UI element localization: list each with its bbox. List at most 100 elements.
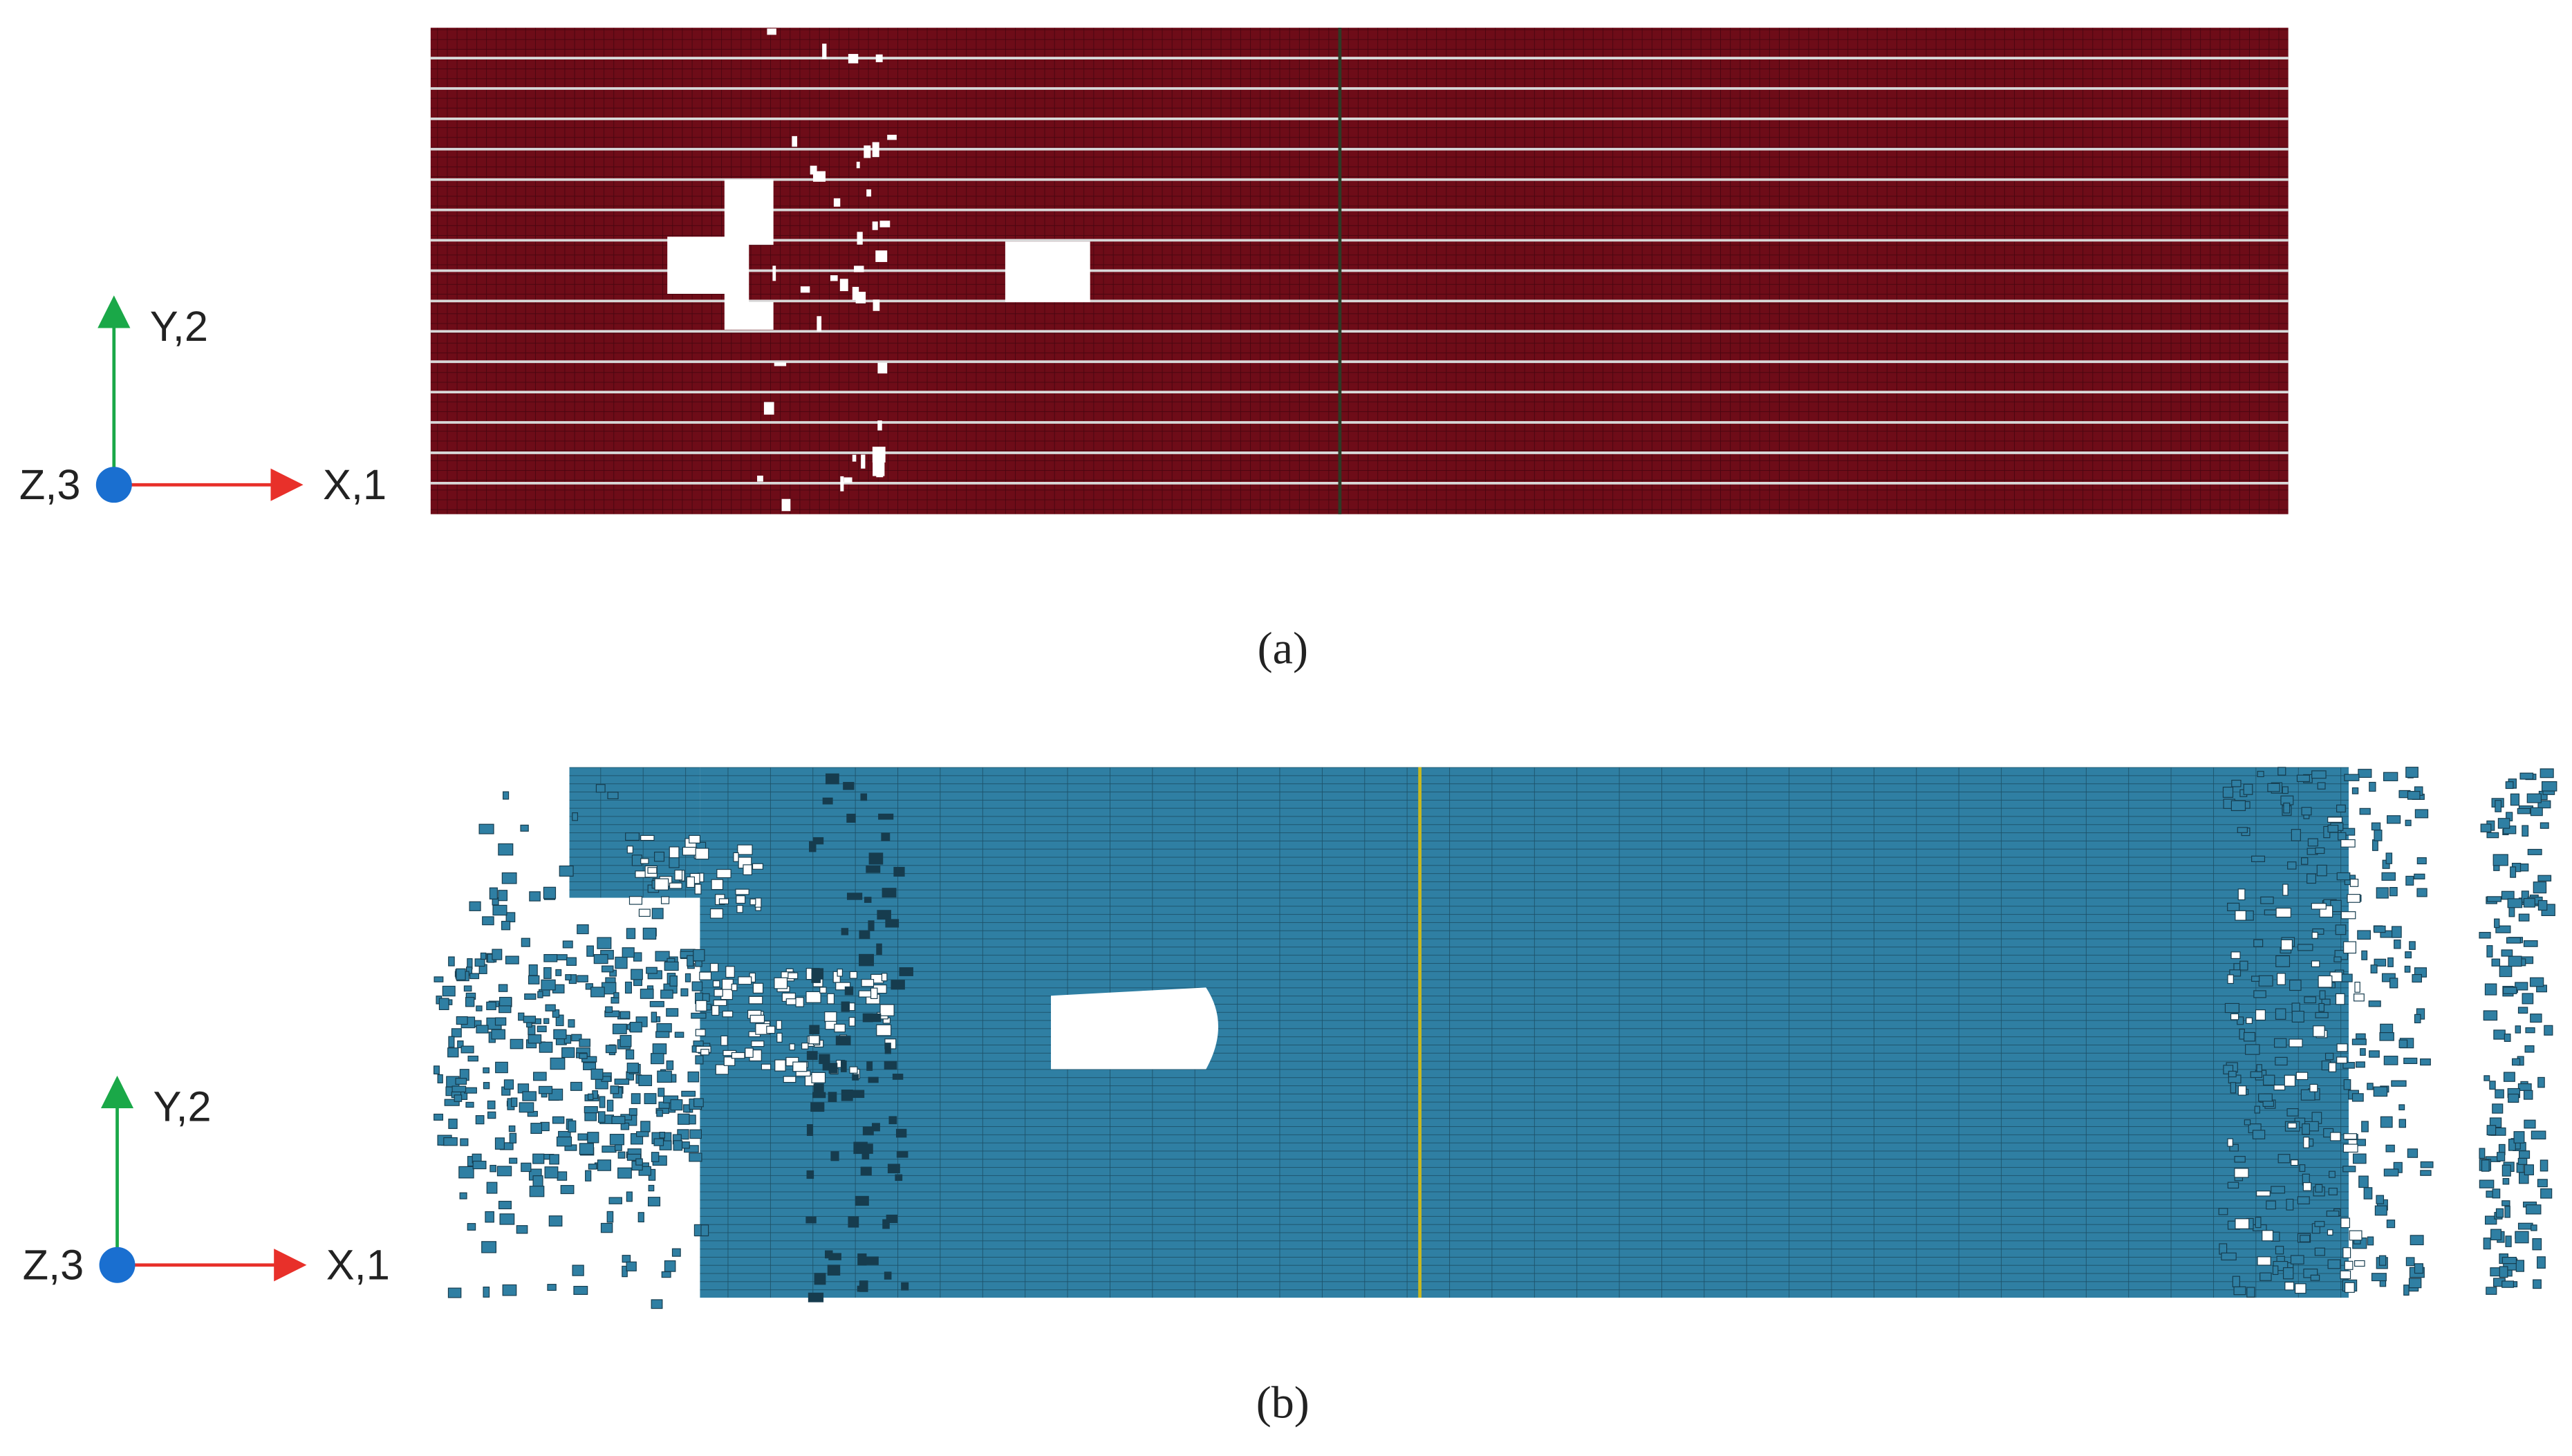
debris-element xyxy=(2232,1276,2240,1287)
debris-element xyxy=(469,973,480,980)
debris-element xyxy=(677,1113,690,1125)
debris-element xyxy=(2515,1025,2522,1034)
debris-element xyxy=(2227,1138,2233,1147)
debris-element xyxy=(460,1045,474,1054)
debris-element xyxy=(498,1200,512,1210)
debris-element xyxy=(886,1214,898,1224)
hole xyxy=(667,179,774,330)
debris-element xyxy=(776,1032,783,1043)
debris-element xyxy=(2381,872,2396,881)
debris-element xyxy=(494,1017,507,1026)
debris-element xyxy=(509,1157,518,1164)
debris-element xyxy=(571,1034,582,1042)
debris-element xyxy=(498,984,508,992)
debris-element xyxy=(2376,1195,2385,1204)
debris-element xyxy=(843,782,855,790)
debris-element xyxy=(2349,879,2359,887)
debris-element xyxy=(2277,1154,2291,1164)
debris-element xyxy=(2542,781,2557,792)
debris-element xyxy=(532,1175,543,1187)
debris-element xyxy=(2318,975,2333,988)
debris-element xyxy=(666,1060,674,1070)
debris-element xyxy=(2246,1017,2253,1024)
z-axis-label: Z,3 xyxy=(19,461,81,509)
debris-element xyxy=(2273,1084,2286,1091)
debris-element xyxy=(467,1055,478,1062)
debris-element xyxy=(478,823,494,834)
debris-element xyxy=(467,1223,476,1231)
debris-element xyxy=(614,1079,630,1085)
debris-element xyxy=(2344,774,2360,781)
debris-element xyxy=(585,983,593,990)
debris-element xyxy=(2486,945,2493,958)
debris-element xyxy=(2420,1058,2431,1066)
debris-element xyxy=(866,1061,873,1071)
debris-element xyxy=(745,1047,754,1058)
debris-element xyxy=(2383,772,2398,781)
debris-element xyxy=(2254,1105,2260,1114)
debris-element xyxy=(626,1153,642,1161)
debris-element xyxy=(887,1164,900,1174)
debris-element xyxy=(2327,1259,2341,1269)
crack xyxy=(877,362,888,374)
debris-element xyxy=(509,1132,517,1144)
debris-element xyxy=(2328,1062,2337,1072)
crack xyxy=(767,225,772,230)
debris-element xyxy=(2505,1235,2512,1247)
debris-element xyxy=(844,986,854,996)
debris-element xyxy=(664,1132,672,1142)
debris-element xyxy=(824,1011,837,1023)
debris-element xyxy=(2507,898,2523,908)
debris-element xyxy=(731,983,738,991)
debris-element xyxy=(738,976,752,985)
debris-element xyxy=(2358,1175,2369,1188)
debris-element xyxy=(749,898,756,906)
debris-element xyxy=(693,1224,702,1237)
debris-element xyxy=(801,1043,809,1049)
debris-element xyxy=(2405,767,2419,778)
debris-element xyxy=(814,1273,826,1285)
debris-element xyxy=(2229,1144,2239,1152)
debris-element xyxy=(2277,973,2286,985)
debris-element xyxy=(725,966,735,978)
crack xyxy=(833,198,841,207)
debris-element xyxy=(451,1085,467,1092)
crack xyxy=(763,402,774,415)
debris-element xyxy=(587,1093,594,1101)
debris-element xyxy=(2479,1148,2486,1159)
debris-element xyxy=(2301,807,2312,816)
debris-element xyxy=(2523,940,2538,947)
debris-element xyxy=(2371,1273,2387,1282)
debris-element xyxy=(522,1091,537,1101)
debris-element xyxy=(2501,949,2513,957)
debris-element xyxy=(805,991,821,1003)
debris-element xyxy=(2484,1215,2497,1225)
crack xyxy=(887,134,897,140)
debris-element xyxy=(487,1111,496,1119)
debris-element xyxy=(656,1110,663,1117)
z-axis-label: Z,3 xyxy=(23,1242,84,1289)
y-axis-label: Y,2 xyxy=(153,1083,211,1131)
debris-element xyxy=(709,908,723,919)
debris-element xyxy=(577,924,589,935)
debris-element xyxy=(689,1129,702,1139)
debris-element xyxy=(2515,1260,2525,1272)
debris-element xyxy=(713,999,727,1007)
debris-element xyxy=(2525,1027,2535,1034)
debris-element xyxy=(480,952,487,960)
debris-element xyxy=(523,1016,537,1023)
caption: (a) xyxy=(1258,624,1308,674)
debris-element xyxy=(2262,1101,2275,1107)
crack xyxy=(774,362,787,366)
debris-element xyxy=(460,1138,469,1146)
debris-element xyxy=(2416,857,2427,865)
debris-element xyxy=(579,1053,588,1059)
debris-element xyxy=(640,858,649,864)
debris-element xyxy=(2333,956,2342,962)
debris-element xyxy=(2517,1222,2533,1230)
debris-element xyxy=(2237,1016,2244,1025)
debris-element xyxy=(434,1065,440,1075)
debris-element xyxy=(689,1152,702,1162)
debris-element xyxy=(722,1010,734,1018)
debris-element xyxy=(865,1256,879,1265)
